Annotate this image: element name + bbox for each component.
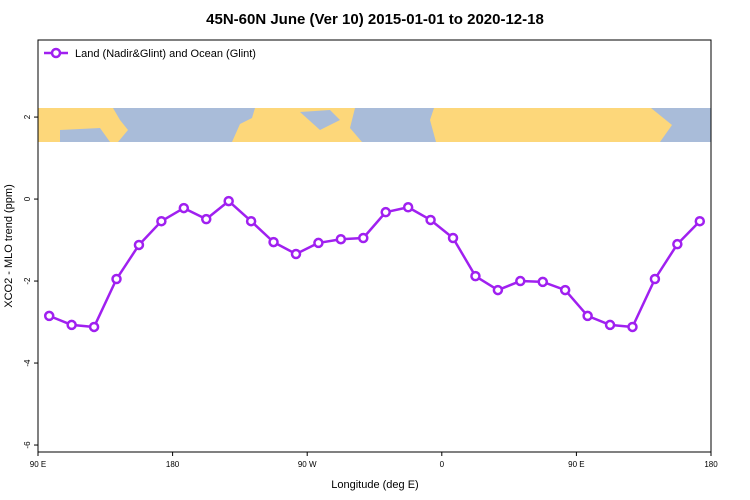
- data-point: [133, 239, 145, 251]
- y-axis-label: XCO2 - MLO trend (ppm): [3, 184, 15, 307]
- map-ocean: [300, 110, 340, 130]
- data-point: [582, 310, 593, 322]
- data-point: [43, 310, 55, 322]
- data-point: [425, 214, 436, 226]
- data-point: [88, 321, 100, 333]
- data-point: [66, 319, 77, 331]
- data-point: [604, 319, 616, 331]
- x-tick-label: 180: [166, 460, 180, 469]
- x-tick-label: 0: [440, 460, 445, 469]
- x-tick-label: 90 E: [30, 460, 46, 469]
- x-axis-label: Longitude (deg E): [331, 479, 418, 491]
- data-point: [694, 215, 706, 227]
- data-point: [649, 273, 661, 285]
- data-point: [627, 321, 638, 333]
- map-ocean: [60, 128, 110, 142]
- legend-label: Land (Nadir&Glint) and Ocean (Glint): [75, 48, 256, 60]
- y-tick-label: -2: [23, 277, 32, 285]
- legend: Land (Nadir&Glint) and Ocean (Glint): [44, 47, 256, 60]
- map-ocean: [651, 108, 711, 142]
- legend-marker: [50, 47, 62, 59]
- data-point: [470, 270, 481, 282]
- x-tick-label: 90 E: [568, 460, 584, 469]
- data-point: [201, 213, 212, 225]
- y-tick-label: 0: [23, 196, 32, 201]
- data-point: [223, 195, 234, 207]
- data-point: [559, 284, 571, 296]
- series-line: [48, 199, 701, 329]
- data-point: [290, 248, 302, 260]
- data-point: [672, 238, 683, 250]
- y-tick-label: 2: [23, 114, 32, 119]
- data-point: [537, 276, 548, 288]
- data-point: [447, 232, 459, 244]
- data-point: [268, 236, 279, 248]
- data-point: [358, 232, 369, 244]
- data-point: [492, 284, 504, 296]
- map-ocean: [350, 108, 436, 142]
- data-point: [245, 215, 257, 227]
- data-point: [313, 237, 324, 249]
- plot-frame: [37, 39, 712, 453]
- chart-title: 45N-60N June (Ver 10) 2015-01-01 to 2020…: [206, 11, 544, 28]
- data-point: [335, 233, 347, 245]
- data-point: [111, 273, 122, 285]
- data-point: [178, 202, 190, 214]
- map-ocean: [113, 108, 255, 142]
- data-point: [402, 202, 414, 213]
- x-tick-label: 90 W: [298, 460, 317, 469]
- map-band: [38, 108, 711, 142]
- x-tick-label: 180: [704, 460, 718, 469]
- data-point: [156, 215, 167, 227]
- y-tick-label: -4: [23, 359, 32, 367]
- data-point: [515, 275, 526, 287]
- y-tick-label: -6: [23, 441, 32, 449]
- data-point: [380, 206, 391, 218]
